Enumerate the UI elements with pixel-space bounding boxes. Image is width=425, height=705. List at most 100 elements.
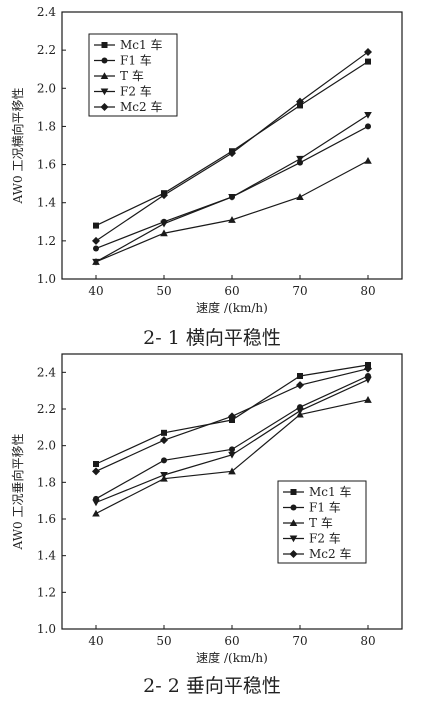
data-point bbox=[228, 216, 236, 223]
legend-label: F1 车 bbox=[309, 500, 341, 515]
legend-label: F2 车 bbox=[120, 84, 152, 99]
legend-label: Mc2 车 bbox=[120, 99, 162, 114]
data-point bbox=[228, 467, 236, 475]
legend-label: Mc1 车 bbox=[309, 484, 351, 499]
data-point bbox=[365, 58, 371, 65]
y-tick-label: 1.6 bbox=[37, 512, 56, 526]
data-point bbox=[92, 236, 100, 245]
y-tick-label: 1.0 bbox=[37, 272, 56, 286]
data-point bbox=[364, 376, 372, 384]
data-point bbox=[161, 429, 167, 436]
figure-caption: 2- 2 垂向平稳性 bbox=[143, 675, 281, 697]
series-triangle-up bbox=[92, 396, 372, 517]
data-point bbox=[160, 191, 168, 200]
figure-caption: 2- 1 横向平稳性 bbox=[143, 327, 281, 349]
data-point bbox=[365, 123, 371, 130]
legend-marker bbox=[289, 535, 298, 543]
data-point bbox=[92, 499, 100, 507]
legend-marker bbox=[100, 72, 109, 79]
y-tick-label: 1.6 bbox=[37, 158, 56, 172]
y-tick-label: 2.2 bbox=[37, 402, 56, 416]
y-tick-label: 1.2 bbox=[37, 585, 56, 599]
y-tick-label: 2.0 bbox=[37, 439, 56, 453]
data-point bbox=[161, 457, 167, 464]
y-tick-label: 2.4 bbox=[37, 5, 56, 19]
y-tick-label: 2.2 bbox=[37, 43, 56, 57]
y-tick-label: 1.8 bbox=[37, 475, 56, 489]
data-point bbox=[160, 472, 168, 479]
legend-marker bbox=[290, 504, 297, 511]
legend-label: T 车 bbox=[309, 515, 333, 530]
y-tick-label: 1.4 bbox=[37, 549, 56, 563]
legend-marker bbox=[100, 103, 109, 111]
legend-marker bbox=[290, 489, 297, 495]
legend-marker bbox=[101, 57, 108, 64]
legend-marker bbox=[100, 88, 109, 96]
data-point bbox=[296, 407, 304, 415]
y-tick-label: 1.0 bbox=[37, 622, 56, 636]
series-diamond bbox=[92, 364, 372, 476]
data-point bbox=[228, 451, 236, 459]
x-tick-label: 70 bbox=[292, 284, 307, 298]
data-point bbox=[364, 156, 372, 164]
y-tick-label: 2.4 bbox=[37, 365, 56, 379]
data-point bbox=[364, 364, 372, 373]
data-point bbox=[364, 396, 372, 403]
series-diamond bbox=[92, 48, 372, 245]
data-point bbox=[160, 220, 168, 228]
series-circle bbox=[93, 123, 371, 252]
x-tick-label: 80 bbox=[360, 284, 375, 298]
x-tick-label: 80 bbox=[360, 634, 375, 648]
legend-label: Mc2 车 bbox=[309, 546, 351, 561]
x-tick-label: 70 bbox=[292, 634, 307, 648]
data-point bbox=[92, 467, 100, 476]
y-axis-label: AW0 工况垂向平移性 bbox=[10, 434, 25, 551]
data-point bbox=[92, 258, 100, 266]
data-point bbox=[228, 193, 236, 201]
x-tick-label: 50 bbox=[156, 634, 171, 648]
y-tick-label: 1.4 bbox=[37, 196, 56, 210]
x-tick-label: 40 bbox=[88, 634, 103, 648]
series-triangle-down bbox=[92, 111, 372, 266]
data-point bbox=[228, 412, 236, 421]
y-tick-label: 2.0 bbox=[37, 81, 56, 95]
data-point bbox=[92, 509, 100, 517]
series-line bbox=[95, 114, 369, 263]
legend-marker bbox=[101, 42, 108, 48]
data-point bbox=[296, 97, 304, 106]
data-point bbox=[228, 149, 236, 158]
legend-label: F2 车 bbox=[309, 531, 341, 546]
series-triangle-down bbox=[92, 376, 372, 507]
x-axis-label: 速度 /(km/h) bbox=[196, 300, 268, 315]
y-axis-label: AW0 工况横向平移性 bbox=[10, 88, 25, 205]
series-triangle-up bbox=[92, 156, 372, 265]
data-point bbox=[296, 381, 304, 390]
data-point bbox=[160, 229, 168, 237]
data-point bbox=[296, 193, 304, 200]
data-point bbox=[93, 245, 99, 252]
data-point bbox=[297, 373, 303, 379]
legend-label: T 车 bbox=[120, 68, 144, 83]
vertical-stability-chart: 40 50 60 70 80 1.0 1.2 1.4 1.6 1.8 2.0 2.2 2.4 速度 /(k… bbox=[10, 353, 403, 697]
series-line bbox=[95, 160, 369, 263]
y-tick-label: 1.8 bbox=[37, 119, 56, 133]
y-tick-label: 1.2 bbox=[37, 234, 56, 248]
data-point bbox=[160, 436, 168, 445]
x-tick-label: 40 bbox=[88, 284, 103, 298]
legend-marker bbox=[289, 519, 298, 526]
legend-label: Mc1 车 bbox=[120, 37, 162, 52]
series-line bbox=[95, 375, 369, 500]
x-tick-label: 60 bbox=[224, 284, 239, 298]
data-point bbox=[229, 446, 235, 453]
legend-label: F1 车 bbox=[120, 53, 152, 68]
legend-marker bbox=[289, 550, 298, 558]
data-point bbox=[296, 155, 304, 163]
x-axis-label: 速度 /(km/h) bbox=[196, 650, 268, 665]
x-tick-label: 50 bbox=[156, 284, 171, 298]
data-point bbox=[364, 111, 372, 119]
data-point bbox=[93, 461, 99, 467]
series-line bbox=[95, 125, 369, 250]
horizontal-stability-chart: 40 50 60 70 80 1.0 1.2 1.4 1.6 1.8 2.0 2.2 2.4 速度 /(k… bbox=[10, 5, 403, 349]
x-tick-label: 60 bbox=[224, 634, 239, 648]
